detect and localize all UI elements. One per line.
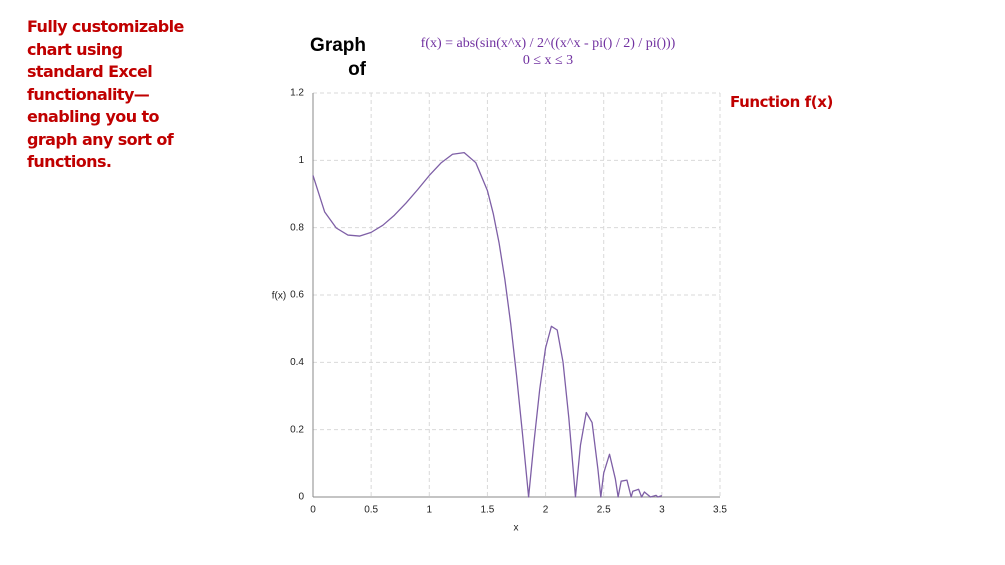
y-tick-label: 1 (298, 155, 304, 166)
legend-entry: Function f(x) (730, 93, 833, 111)
x-tick-label: 3 (659, 505, 665, 516)
y-tick-label: 1.2 (290, 88, 304, 99)
series-line (312, 151, 663, 498)
y-tick-label: 0.2 (290, 424, 304, 435)
x-tick-label: 1 (427, 505, 433, 516)
y-tick-label: 0.8 (290, 222, 304, 233)
subtitle-line: f(x) = abs(sin(x^x) / 2^((x^x - pi() / 2… (420, 36, 676, 51)
x-tick-label: 0.5 (364, 505, 378, 516)
subtitle-line: 0 ≤ x ≤ 3 (522, 53, 574, 68)
y-axis-label: f(x) (272, 291, 286, 302)
x-tick-label: 3.5 (713, 505, 727, 516)
y-tick-label: 0.6 (290, 290, 304, 301)
y-tick-label: 0.4 (290, 357, 304, 368)
x-tick-label: 2.5 (597, 505, 611, 516)
chart-title: Graph of (310, 35, 366, 80)
annotation: Fully customizable chart using standard … (27, 17, 184, 171)
subtitle: f(x) = abs(sin(x^x) / 2^((x^x - pi() / 2… (370, 35, 726, 69)
x-tick-label: 2 (543, 505, 549, 516)
x-tick-label: 0 (310, 505, 316, 516)
x-tick-label: 1.5 (480, 505, 494, 516)
x-axis-label: x (514, 523, 519, 534)
y-tick-label: 0 (298, 492, 304, 503)
